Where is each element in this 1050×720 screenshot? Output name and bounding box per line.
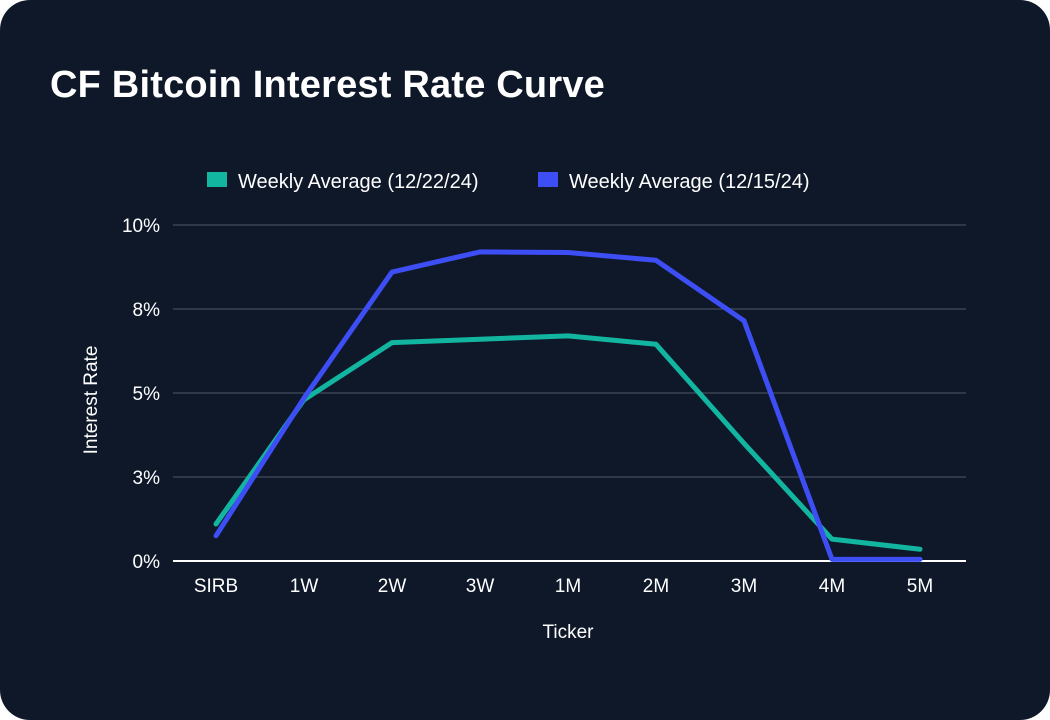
y-tick-label: 8% bbox=[133, 300, 161, 321]
legend-item-2: Weekly Average (12/15/24) bbox=[538, 171, 810, 193]
y-tick-label: 5% bbox=[133, 384, 161, 405]
x-tick-label: 3M bbox=[731, 576, 757, 597]
x-tick-label: 3W bbox=[466, 576, 495, 597]
y-axis-title: Interest Rate bbox=[81, 346, 102, 455]
x-tick-label: 5M bbox=[907, 576, 933, 597]
legend-label: Weekly Average (12/15/24) bbox=[569, 171, 810, 193]
series-lines bbox=[213, 249, 923, 562]
x-tick-label: SIRB bbox=[194, 576, 238, 597]
x-tick-label: 2M bbox=[643, 576, 669, 597]
x-tick-label: 1W bbox=[290, 576, 319, 597]
series-line-2 bbox=[213, 249, 923, 562]
legend-swatch bbox=[207, 172, 227, 187]
legend-swatch bbox=[538, 172, 558, 187]
x-axis-title: Ticker bbox=[542, 622, 594, 643]
gridlines bbox=[173, 224, 966, 562]
chart-title: CF Bitcoin Interest Rate Curve bbox=[50, 64, 605, 106]
legend: Weekly Average (12/22/24) Weekly Average … bbox=[207, 171, 810, 193]
x-axis-ticks: SIRB 1W 2W 3W 1M 2M 3M 4M 5M bbox=[194, 576, 933, 597]
y-tick-label: 3% bbox=[133, 468, 161, 489]
x-tick-label: 1M bbox=[555, 576, 581, 597]
y-axis-ticks: 0% 3% 5% 8% 10% bbox=[122, 216, 160, 573]
x-tick-label: 4M bbox=[819, 576, 845, 597]
y-tick-label: 10% bbox=[122, 216, 160, 237]
legend-label: Weekly Average (12/22/24) bbox=[238, 171, 479, 193]
y-tick-label: 0% bbox=[133, 552, 161, 573]
x-tick-label: 2W bbox=[378, 576, 407, 597]
legend-item-1: Weekly Average (12/22/24) bbox=[207, 171, 479, 193]
series-line-1 bbox=[213, 333, 923, 552]
